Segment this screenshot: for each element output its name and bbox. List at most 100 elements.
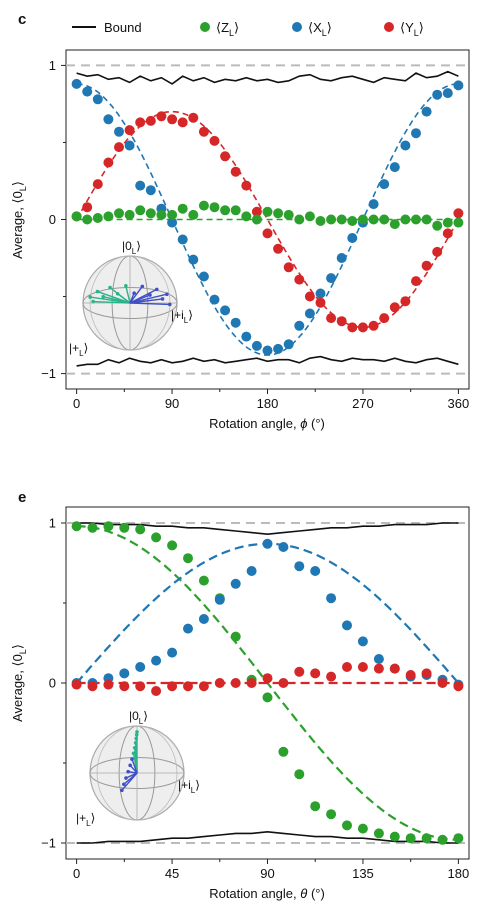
panel-c-point-y [156,111,167,122]
panel-e-point-y [135,681,146,692]
panel-c-x-tick-label: 0 [73,396,80,411]
panel-c-point-x [283,339,294,350]
panel-c-point-y [145,115,156,126]
panel-c-bound-upper [76,70,459,85]
panel-c-point-x [188,254,199,265]
panel-c-point-x [379,179,390,190]
legend-label-bound: Bound [104,20,142,35]
panel-c-point-y [198,126,209,137]
panel-c-point-x [453,80,464,91]
panel-c-point-y [220,151,231,162]
bloch-label-text: |+i [178,778,191,792]
bloch-label-sub: L [132,247,137,256]
bloch-state-vector [129,293,168,304]
panel-c-point-x [304,308,315,319]
panel-c-point-z [198,200,209,211]
bloch-state-vector [129,285,143,304]
bloch-label-sub: L [139,717,144,726]
bloch-label-plus: |+L⟩ [76,811,95,828]
panel-c-point-y [432,246,443,257]
bloch-label-close: ⟩ [91,811,96,825]
bloch-state-vector-tip [108,285,112,290]
panel-e-letter: e [18,489,26,506]
panel-e-point-x [246,566,257,576]
panel-c-point-z [368,214,379,225]
panel-c-x-tick-label: 270 [352,396,374,411]
panel-c-point-x [220,305,231,316]
bloch-label-text: |+ [76,811,86,825]
panel-c-point-z [135,205,146,216]
panel-c-point-x [411,128,421,139]
panel-c-point-z [167,209,178,220]
panel-e-point-y [310,668,321,679]
panel-c-point-z [379,214,390,225]
bloch-label-text: |0 [129,709,139,723]
panel-c-point-x [71,78,82,89]
panel-e-point-y [103,679,114,690]
panel-e-point-z [326,809,337,820]
panel-c-point-y [103,157,114,168]
bloch-label-text: |0 [122,239,132,253]
panel-e-x-axis-title: Rotation angle, θ (°) [209,886,325,901]
legend-label-z: ⟨ZL⟩ [216,20,239,38]
panel-c-point-z [283,209,294,220]
panel-c-point-z [220,205,231,216]
panel-c-point-y [315,297,326,308]
panel-c-point-z [411,214,421,225]
panel-c-point-y [188,112,199,123]
bloch-state-vector [93,300,131,304]
panel-c-point-x [114,126,124,137]
panel-e-point-z [119,522,130,533]
panel-e-point-z [389,831,400,842]
panel-c-point-y [92,179,103,190]
panel-e-point-x [214,594,225,605]
panel-c-point-z [442,217,453,228]
panel-c-point-z [336,214,347,225]
panel-e-point-z [87,522,98,533]
panel-e-point-y [119,681,130,692]
panel-e-x-tick-label: 0 [73,866,80,881]
panel-c-point-y [114,142,124,153]
panel-c-point-x [198,271,209,282]
panel-e-point-y [326,671,337,682]
bloch-state-vector-tip [122,782,126,787]
panel-c-point-y [326,313,337,324]
panel-c-point-x [241,331,252,342]
panel-e-point-z [421,833,432,844]
legend-label-sub: L [229,28,234,38]
panel-e-point-z [278,746,289,757]
panel-e-point-y [437,678,448,688]
panel-e-point-y [357,662,368,672]
bloch-label-sub: L [184,316,189,325]
panel-c-point-z [177,203,188,214]
panel-c-point-y [368,320,379,331]
panel-c-bound-lower [76,355,459,367]
panel-e-point-y [198,681,209,692]
bloch-state-vector-tip [95,289,100,294]
panel-e-x-tick-label: 180 [448,866,470,881]
panel-e-point-x [342,620,352,631]
panel-e-point-x [135,662,146,672]
bloch-label-text: |+i [171,308,184,322]
panel-c-point-z [114,208,124,219]
panel-e-point-z [373,828,384,839]
panel-c-point-z [347,216,358,226]
panel-c-x-tick-label: 360 [448,396,470,411]
bloch-state-vector-tip [120,788,124,793]
panel-e-point-y [71,679,82,690]
panel-c-point-x [82,86,93,97]
panel-c-point-y [177,117,188,128]
panel-c-point-z [124,209,135,220]
panel-e-point-x [167,647,178,658]
bloch-label-text: |+ [69,341,79,355]
panel-e-point-x [373,654,384,664]
panel-e-point-y [294,666,305,677]
panel-e-point-x [357,636,368,647]
panel-e-point-z [183,553,193,564]
panel-e-point-z [405,833,416,844]
panel-c-point-y [389,302,400,313]
panel-c-point-y [453,208,464,219]
panel-e-fit-x [75,542,460,684]
bloch-state-vector [103,296,131,304]
panel-e-x-tick-label: 135 [352,866,374,881]
